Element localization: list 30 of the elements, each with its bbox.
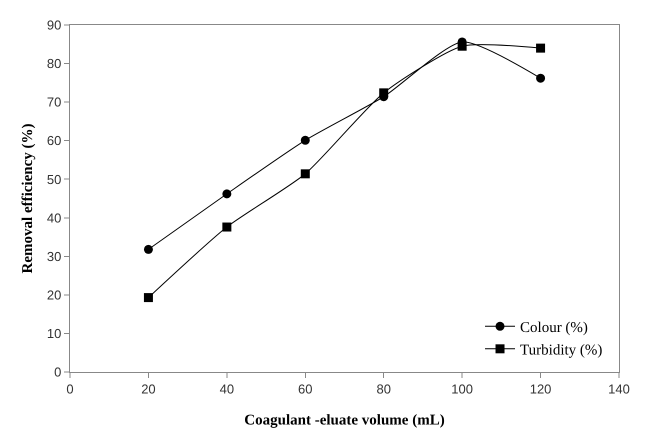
legend-label: Turbidity (%) (520, 342, 602, 359)
x-tick-label: 100 (451, 382, 473, 397)
legend-label: Colour (%) (520, 320, 588, 336)
x-tick-label: 40 (220, 382, 234, 397)
x-axis-title: Coagulant -eluate volume (mL) (244, 412, 445, 429)
y-tick-label: 50 (46, 172, 62, 187)
x-tick-label: 120 (530, 382, 552, 397)
x-tick-label: 140 (608, 382, 630, 397)
point (222, 189, 232, 198)
x-tick-label: 0 (66, 382, 74, 397)
point (536, 44, 546, 53)
point (222, 222, 232, 232)
x-tick-label: 20 (141, 382, 156, 397)
x-tick-label: 80 (376, 382, 391, 397)
y-axis-title: Removal efficiency (%) (20, 124, 36, 274)
point (300, 169, 310, 178)
point (144, 293, 153, 302)
y-tick-label: 90 (46, 18, 62, 33)
point (536, 74, 546, 83)
y-tick-label: 0 (54, 364, 62, 380)
y-tick-label: 60 (46, 133, 62, 148)
y-tick-label: 30 (46, 248, 62, 264)
y-tick-label: 20 (46, 287, 62, 302)
point (300, 136, 310, 145)
y-tick-label: 80 (46, 56, 62, 72)
point (144, 244, 153, 254)
y-tick-label: 70 (46, 94, 62, 110)
y-tick-label: 10 (46, 326, 62, 341)
y-tick-label: 40 (46, 210, 62, 226)
x-tick-label: 60 (298, 382, 313, 397)
